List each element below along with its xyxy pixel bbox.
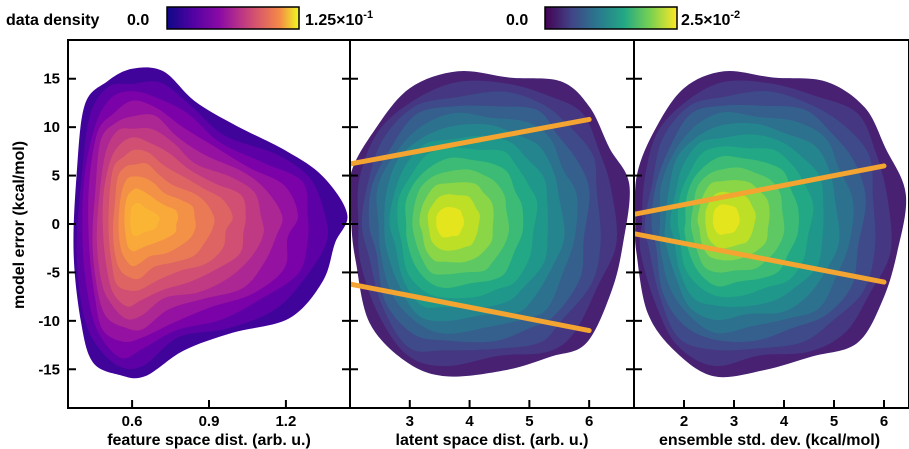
- x-tick-label: 6: [880, 413, 888, 430]
- colorbar-right-max-exponent: -2: [730, 9, 740, 21]
- panels: 0.6 0.9 1.2 feature space dist. (arb. u.) 3 4…: [38, 39, 909, 449]
- y-axis-label: model error (kcal/mol): [11, 141, 28, 309]
- y-tick-label: 0: [52, 216, 60, 233]
- x-tick-label: 6: [585, 413, 593, 430]
- y-tick-label: 15: [43, 71, 60, 88]
- x-tick-label: 3: [730, 413, 738, 430]
- colorbar-right-max-mantissa: 2.5×10: [681, 12, 730, 29]
- density-level-13: [436, 206, 464, 238]
- panel-2: [350, 70, 630, 377]
- x-tick-label: 5: [525, 413, 533, 430]
- x-tick-label: 0.9: [199, 413, 220, 430]
- colorbar-header: data density 0.0 1.25×10-1 0.0 2.5×10-2: [6, 6, 740, 30]
- colorbar-left-min-label: 0.0: [127, 12, 149, 29]
- density-level-13: [712, 204, 740, 235]
- x-axis-label: ensemble std. dev. (kcal/mol): [659, 432, 880, 449]
- colorbar-right-min-label: 0.0: [506, 12, 528, 29]
- x-tick-label: 2: [680, 413, 688, 430]
- x-tick-label: 3: [406, 413, 414, 430]
- y-tick-label: -15: [38, 361, 60, 378]
- x-tick-label: 5: [830, 413, 838, 430]
- x-tick-label: 0.6: [122, 413, 143, 430]
- density-level-12: [130, 202, 160, 237]
- colorbar-left-max-label: 1.25×10-1: [305, 9, 373, 29]
- x-tick-label: 4: [465, 413, 474, 430]
- colorbar-left: [166, 6, 300, 30]
- panel-1: [73, 67, 348, 379]
- y-tick-label: -10: [38, 313, 60, 330]
- y-tick-label: 10: [43, 119, 60, 136]
- colorbar-left-max-mantissa: 1.25×10: [305, 12, 363, 29]
- trend-line-2: [634, 231, 887, 285]
- colorbar-right-max-label: 2.5×10-2: [681, 9, 740, 29]
- x-axis-label: latent space dist. (arb. u.): [396, 432, 589, 449]
- trend-line-1: [350, 116, 592, 167]
- trend-line-2: [350, 281, 592, 334]
- y-tick-label: -5: [47, 264, 60, 281]
- colorbar-title: data density: [6, 12, 99, 29]
- colorbar-left-max-exponent: -1: [363, 9, 373, 21]
- x-tick-label: 4: [780, 413, 789, 430]
- trend-line-1: [634, 163, 887, 217]
- x-axis-label: feature space dist. (arb. u.): [107, 432, 311, 449]
- colorbar-right: [544, 6, 678, 30]
- panel-3: [634, 70, 907, 378]
- x-tick-label: 1.2: [275, 413, 296, 430]
- y-tick-label: 5: [52, 168, 60, 185]
